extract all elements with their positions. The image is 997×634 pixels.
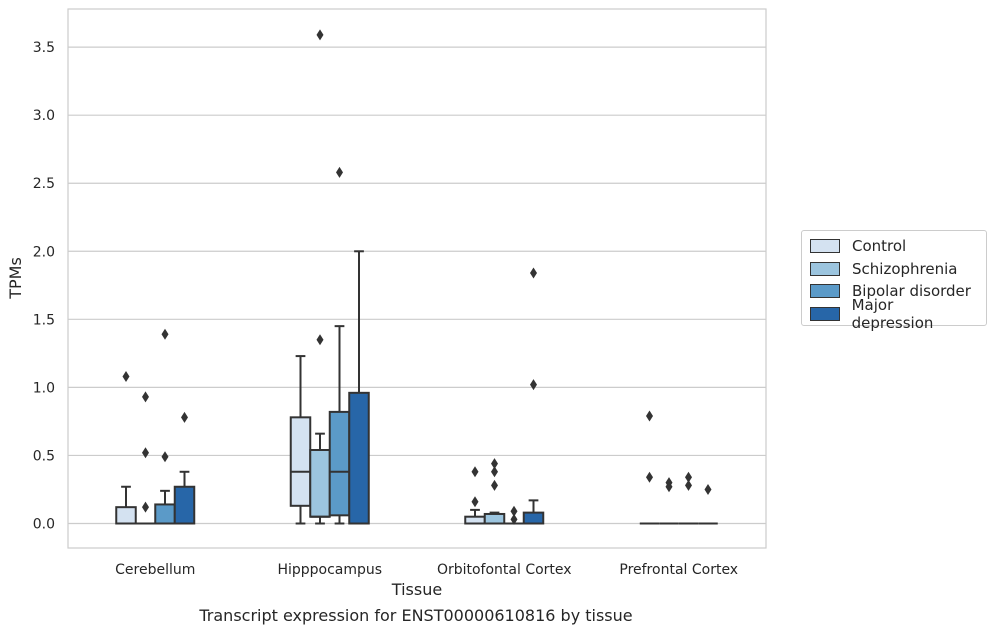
outlier-point bbox=[316, 29, 324, 41]
y-tick-label: 2.0 bbox=[33, 244, 55, 260]
x-axis-ticks: Cerebellum Hipppocampus Orbitofontal Corte… bbox=[115, 562, 738, 578]
legend-item: Control bbox=[810, 235, 978, 258]
boxes bbox=[115, 250, 718, 525]
outlier-point bbox=[161, 451, 169, 463]
legend-label: Control bbox=[852, 237, 907, 256]
outlier-point bbox=[471, 496, 479, 508]
box bbox=[464, 515, 486, 525]
y-tick-label: 0.0 bbox=[33, 517, 55, 533]
box-bipolar-disorder bbox=[328, 325, 351, 525]
legend-swatch bbox=[810, 239, 840, 254]
outlier-point bbox=[510, 505, 518, 517]
plot-frame bbox=[67, 8, 767, 549]
x-axis-label: Tissue bbox=[391, 580, 442, 599]
chart-caption: Transcript expression for ENST0000061081… bbox=[199, 606, 633, 625]
legend-swatch bbox=[810, 261, 840, 276]
legend-label: Bipolar disorder bbox=[852, 282, 971, 301]
box bbox=[483, 512, 506, 525]
y-tick-label: 1.5 bbox=[33, 312, 55, 328]
y-tick-label: 0.5 bbox=[33, 448, 55, 464]
box bbox=[173, 485, 196, 525]
outlier-point bbox=[491, 458, 498, 470]
box-schizophrenia bbox=[309, 432, 331, 525]
outlier-point bbox=[510, 513, 518, 525]
box-schizophrenia bbox=[483, 511, 506, 525]
outlier-point bbox=[142, 501, 149, 513]
outlier-point bbox=[491, 466, 498, 478]
outlier-point bbox=[336, 166, 343, 178]
y-tick-label: 2.5 bbox=[33, 176, 55, 192]
x-tick-label: Orbitofontal Cortex bbox=[437, 562, 572, 578]
box bbox=[328, 410, 351, 517]
box-control bbox=[464, 508, 486, 525]
outlier-point bbox=[491, 479, 498, 491]
x-tick-label: Prefrontal Cortex bbox=[619, 562, 738, 578]
outlier-point bbox=[142, 447, 149, 459]
outlier-point bbox=[161, 328, 169, 340]
outlier-point bbox=[704, 483, 712, 495]
y-axis-ticks: 0.0 0.5 1.0 1.5 2.0 2.5 3.0 3.5 bbox=[33, 40, 55, 532]
outlier-point bbox=[685, 471, 692, 483]
box-bipolar-disorder bbox=[154, 489, 176, 525]
box bbox=[289, 416, 312, 507]
box-control bbox=[289, 355, 312, 525]
outlier-point bbox=[646, 471, 653, 483]
outlier-point bbox=[316, 334, 324, 346]
box bbox=[154, 503, 176, 525]
outlier-point bbox=[122, 371, 130, 382]
outlier-point bbox=[665, 481, 673, 493]
outlier-point bbox=[530, 379, 537, 391]
outlier-point bbox=[646, 410, 653, 422]
legend-label: Schizophrenia bbox=[852, 259, 958, 278]
outlier-point bbox=[181, 411, 188, 423]
box-major-depression bbox=[522, 499, 545, 525]
y-tick-label: 1.0 bbox=[33, 380, 55, 396]
legend-item: Schizophrenia bbox=[810, 258, 978, 281]
x-tick-label: Cerebellum bbox=[115, 562, 195, 578]
box bbox=[522, 511, 545, 525]
legend-item: Major depression bbox=[810, 296, 978, 332]
box bbox=[348, 391, 370, 525]
box-major-depression bbox=[173, 470, 196, 525]
box bbox=[309, 449, 331, 518]
outlier-point bbox=[685, 479, 692, 491]
grid-lines bbox=[68, 46, 766, 525]
legend-item: Bipolar disorder bbox=[810, 280, 978, 303]
legend-label: Major depression bbox=[851, 295, 934, 332]
legend: Control Schizophrenia Bipolar disorder Majo… bbox=[801, 230, 987, 332]
box-control bbox=[115, 485, 137, 525]
y-tick-label: 3.5 bbox=[33, 40, 55, 56]
y-tick-label: 3.0 bbox=[33, 108, 55, 124]
legend-swatch bbox=[810, 306, 840, 321]
outliers bbox=[122, 29, 712, 525]
y-axis-label: TPMs bbox=[6, 257, 25, 300]
box-major-depression bbox=[348, 250, 370, 525]
legend-swatch bbox=[810, 284, 840, 299]
x-tick-label: Hipppocampus bbox=[277, 562, 382, 578]
outlier-point bbox=[471, 466, 479, 478]
box bbox=[115, 506, 137, 525]
outlier-point bbox=[530, 267, 537, 279]
outlier-point bbox=[142, 391, 149, 403]
